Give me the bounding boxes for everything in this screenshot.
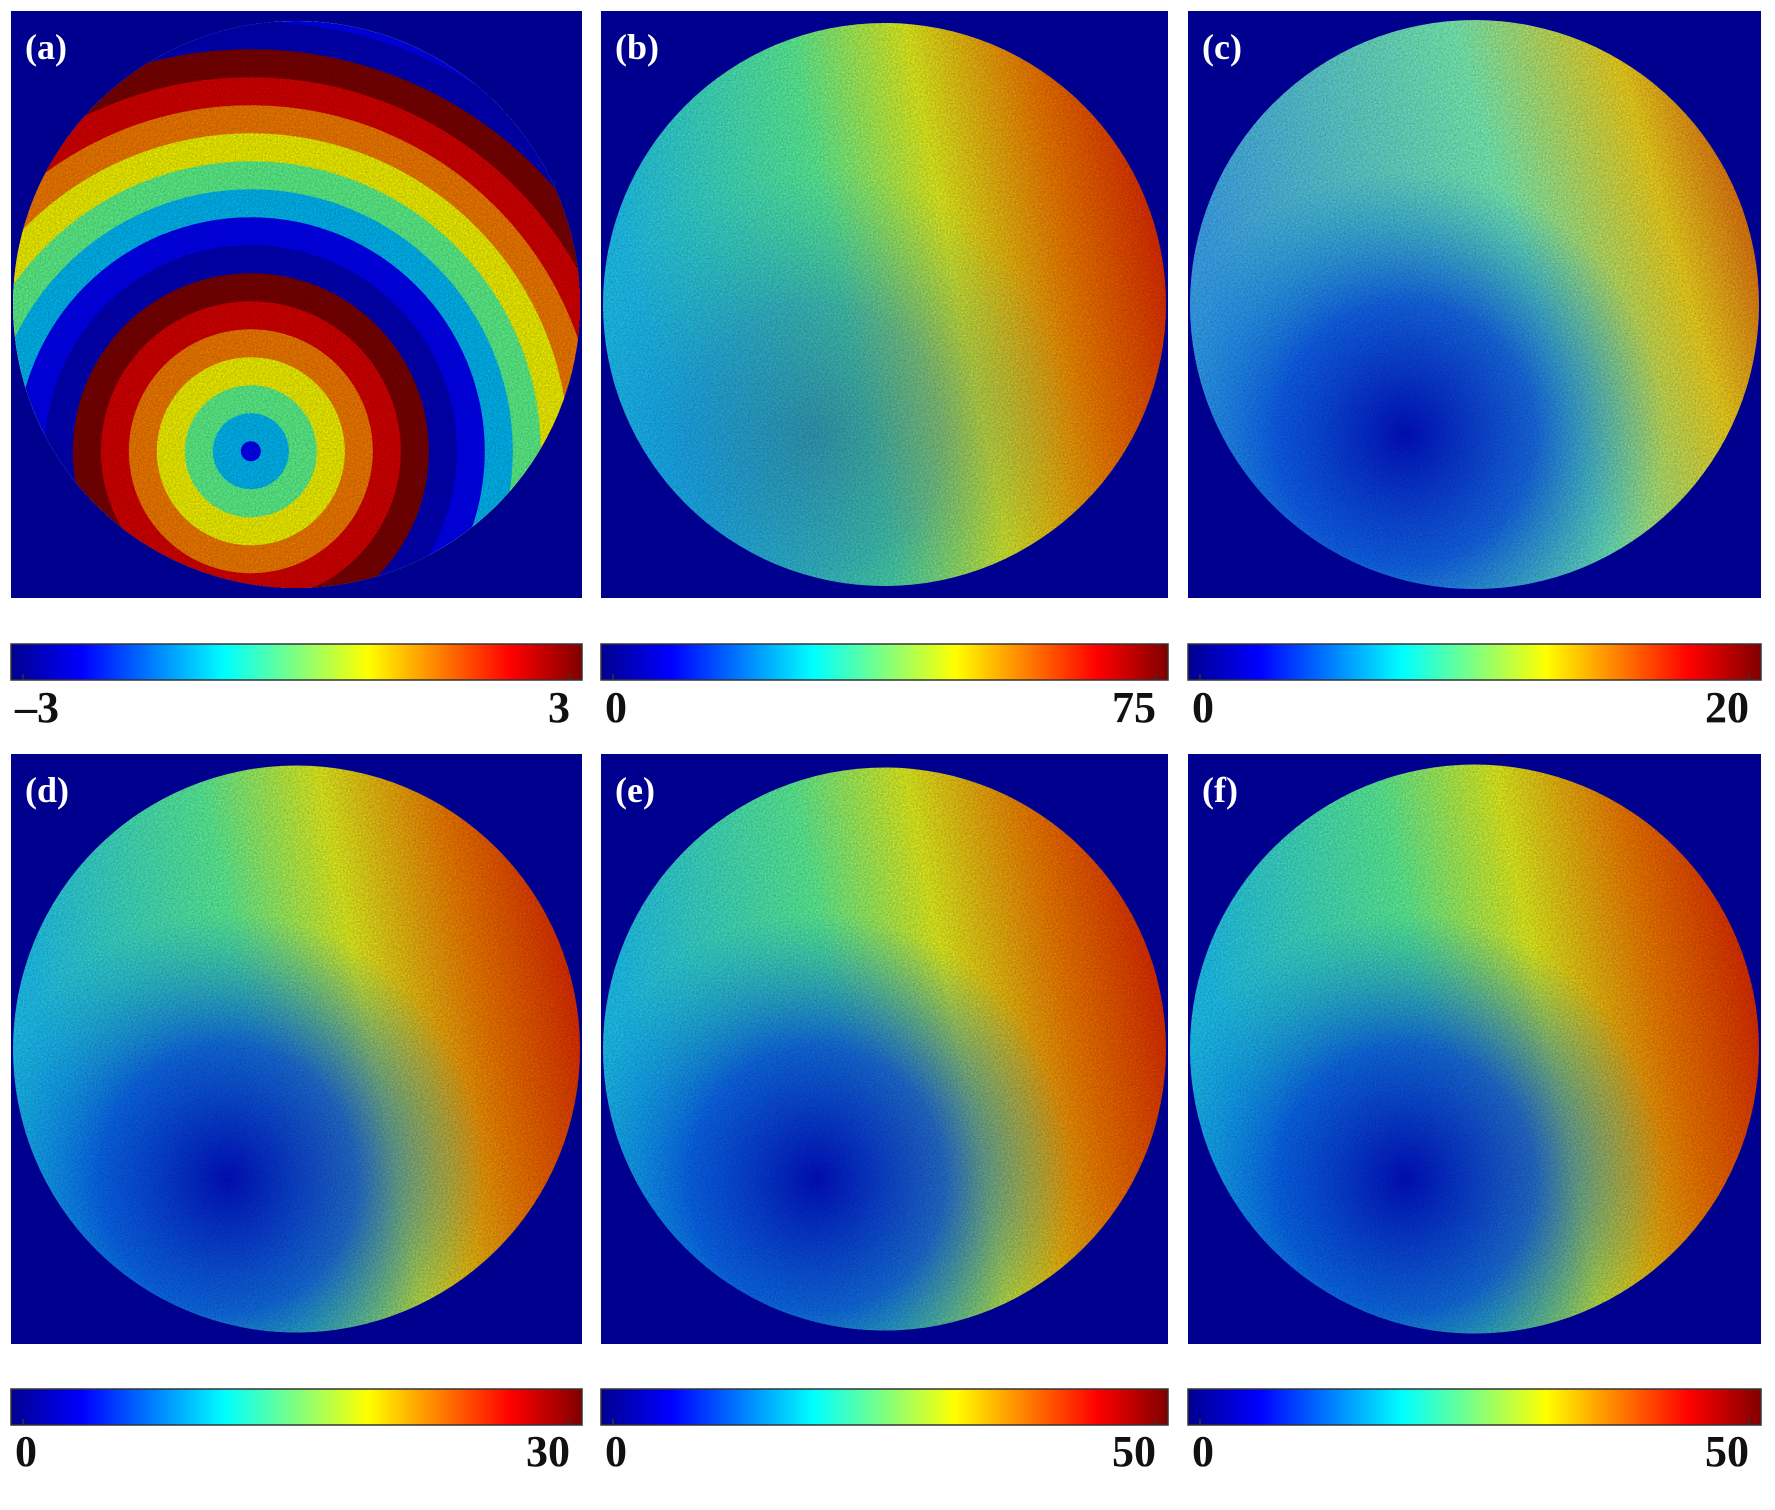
panel-label: (e) <box>615 770 655 810</box>
colorbar <box>10 1388 583 1426</box>
speckle <box>13 21 580 588</box>
colorbar-tick-label: 3 <box>548 683 570 732</box>
colorbar <box>600 1388 1169 1426</box>
phase-disk <box>1190 20 1759 589</box>
colorbar <box>10 643 583 681</box>
phase-disk <box>603 767 1166 1331</box>
speckle <box>1190 764 1759 1334</box>
panel-label: (c) <box>1202 27 1242 67</box>
phase-disk <box>13 765 580 1333</box>
panel: (d) 0 30 <box>10 754 583 1476</box>
colorbar-tick-label: 20 <box>1705 683 1749 732</box>
panel: (a) –3 3 <box>10 11 583 732</box>
panel: (f) 0 50 <box>1187 754 1762 1476</box>
colorbar-tick-label: 50 <box>1705 1427 1749 1476</box>
colorbar-tick-label: 30 <box>526 1427 570 1476</box>
colorbar <box>1187 1388 1762 1426</box>
colorbar-tick-label: 0 <box>605 683 627 732</box>
speckle <box>1190 20 1759 589</box>
colorbar-tick-label: 0 <box>15 1427 37 1476</box>
colorbar-tick-label: 0 <box>605 1427 627 1476</box>
colorbar-tick-label: 75 <box>1112 683 1156 732</box>
speckle <box>13 765 580 1333</box>
panel-label: (b) <box>615 27 659 67</box>
panel: (c) 0 20 <box>1187 11 1762 732</box>
colorbar-tick-label: 0 <box>1192 1427 1214 1476</box>
panel-label: (f) <box>1202 770 1238 810</box>
panel: (b) 0 75 <box>600 11 1169 732</box>
phase-disk <box>1190 764 1759 1334</box>
speckle <box>603 767 1166 1331</box>
panel: (e) 0 50 <box>600 754 1169 1476</box>
speckle <box>603 23 1166 586</box>
colorbar-tick-label: –3 <box>14 683 59 732</box>
phase-disk <box>13 21 580 588</box>
colorbar-tick-label: 50 <box>1112 1427 1156 1476</box>
phase-disk <box>603 23 1166 586</box>
colorbar-tick-label: 0 <box>1192 683 1214 732</box>
panel-label: (d) <box>25 770 69 810</box>
colorbar <box>600 643 1169 681</box>
colorbar <box>1187 643 1762 681</box>
panel-label: (a) <box>25 27 67 67</box>
